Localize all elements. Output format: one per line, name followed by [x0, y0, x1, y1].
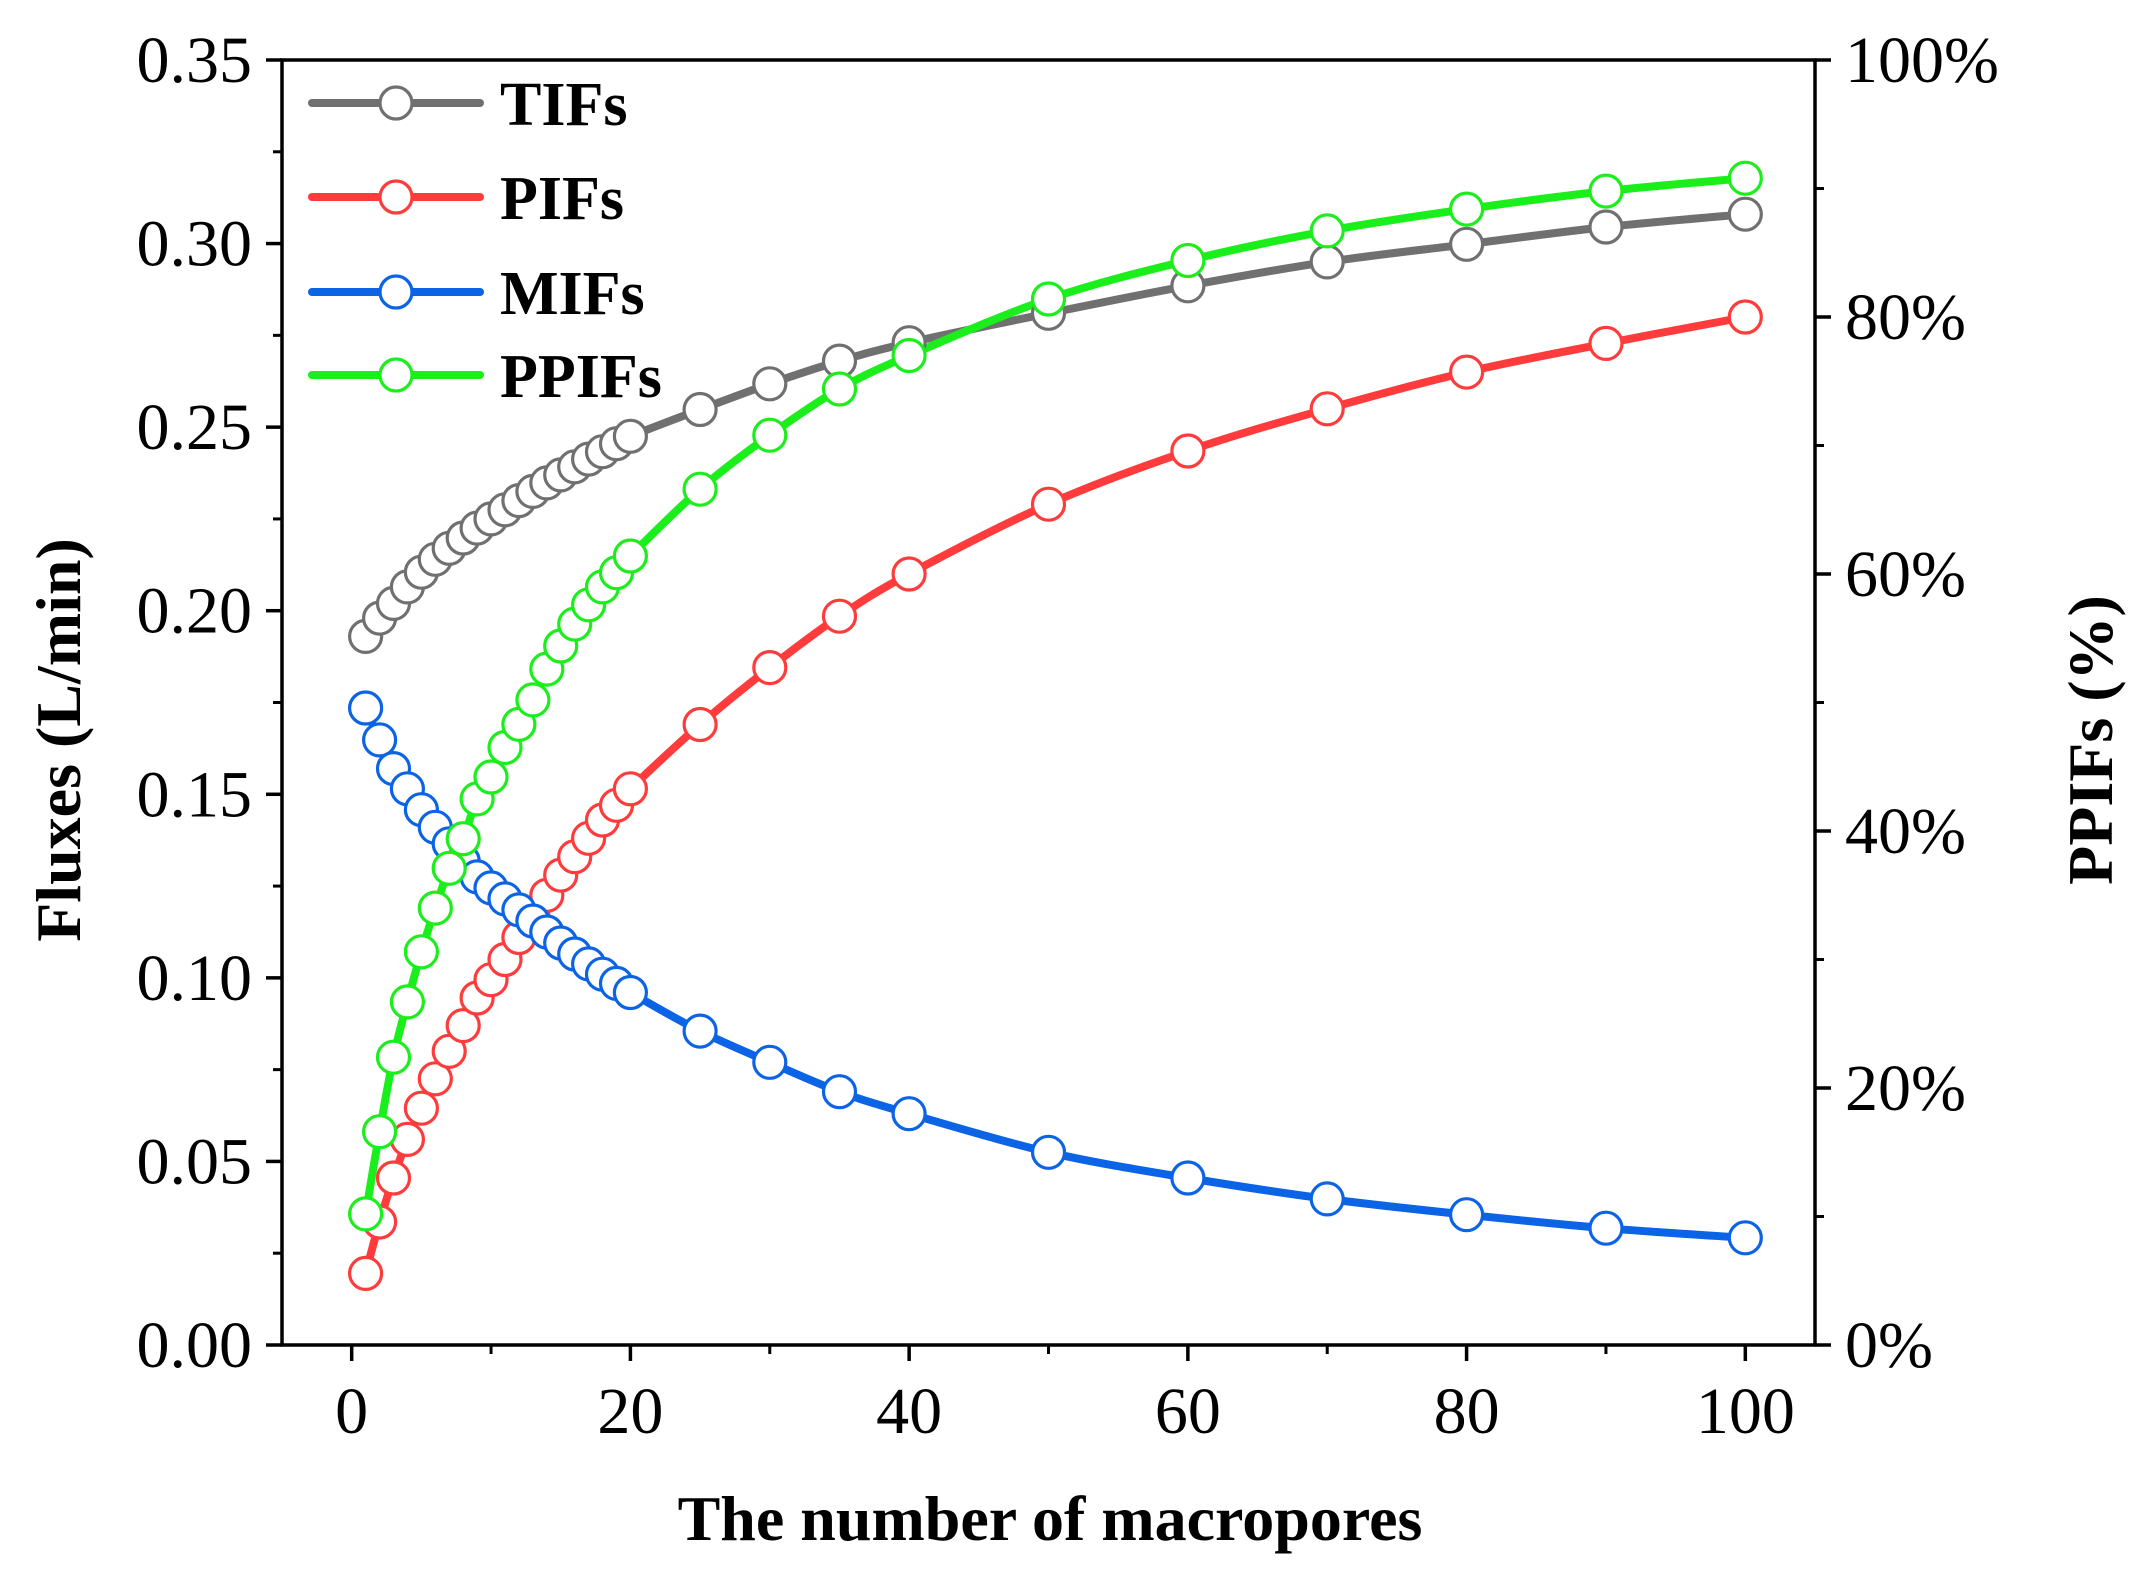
legend-label-pifs: PIFs [500, 165, 624, 233]
data-point-ppifs [752, 417, 788, 453]
data-point-mifs [362, 722, 398, 758]
y-tick-label: 0.00 [137, 1309, 253, 1382]
data-point-mifs [682, 1013, 718, 1049]
data-point-pifs [1588, 325, 1624, 361]
data-point-pifs [375, 1160, 412, 1196]
data-point-ppifs [1448, 191, 1485, 227]
x-tick-label: 80 [1434, 1375, 1500, 1448]
data-point-pifs [1170, 433, 1206, 469]
data-point-ppifs [1309, 213, 1345, 249]
data-point-pifs [348, 1255, 384, 1292]
data-point-pifs [1448, 354, 1485, 390]
data-point-mifs [1588, 1210, 1624, 1246]
x-tick-label: 40 [876, 1375, 942, 1448]
data-point-ppifs [389, 984, 425, 1020]
data-point-ppifs [1170, 242, 1206, 279]
data-point-mifs [821, 1074, 858, 1110]
data-point-tifs [1309, 244, 1345, 280]
data-point-ppifs [431, 850, 467, 886]
legend-marker-mifs [378, 274, 414, 310]
y-tick-label: 0.05 [137, 1125, 253, 1198]
y2-tick-label: 80% [1845, 281, 1966, 354]
data-point-pifs [1030, 486, 1067, 522]
data-point-mifs [1170, 1160, 1206, 1196]
data-point-tifs [1448, 226, 1485, 262]
data-point-tifs [1727, 196, 1763, 232]
data-point-tifs [612, 418, 649, 454]
y2-tick-label: 0% [1845, 1309, 1933, 1382]
y-tick-label: 0.25 [137, 391, 253, 464]
data-point-ppifs [612, 538, 649, 574]
ticks-layer: 0 20 40 60 80 100 0.00 0.05 0.10 0.15 0.20 0.25 0.30… [137, 24, 1999, 1448]
x-axis-title: The number of macropores [678, 1483, 1423, 1554]
data-point-tifs [1588, 209, 1624, 245]
data-point-ppifs [473, 759, 509, 795]
series-layer [348, 160, 1763, 1292]
y-tick-label: 0.35 [137, 24, 253, 97]
y2-tick-label: 60% [1845, 538, 1966, 611]
legend-label-tifs: TIFs [500, 71, 627, 139]
data-point-pifs [821, 598, 858, 634]
legend-marker-ppifs [378, 357, 414, 393]
data-point-pifs [417, 1061, 453, 1097]
x-tick-label: 60 [1155, 1375, 1221, 1448]
legend-marker-pifs [378, 179, 414, 215]
y2-tick-label: 100% [1845, 24, 1999, 97]
data-point-mifs [348, 690, 384, 726]
data-point-ppifs [417, 890, 453, 926]
data-point-pifs [403, 1090, 439, 1126]
data-point-ppifs [821, 371, 858, 407]
x-tick-label: 0 [335, 1375, 368, 1448]
data-point-mifs [752, 1044, 788, 1080]
data-point-pifs [752, 649, 788, 686]
data-point-mifs [891, 1096, 927, 1132]
y2-tick-label: 20% [1845, 1052, 1966, 1125]
data-point-mifs [1727, 1220, 1763, 1256]
data-point-mifs [1448, 1197, 1485, 1233]
data-point-pifs [445, 1007, 481, 1044]
data-point-ppifs [1588, 173, 1624, 209]
legend-label-ppifs: PPIFs [500, 343, 662, 411]
data-point-pifs [1309, 391, 1345, 427]
data-point-mifs [612, 974, 649, 1011]
data-point-tifs [682, 391, 718, 428]
legend-label-mifs: MIFs [500, 260, 645, 328]
data-point-mifs [1030, 1134, 1067, 1170]
data-point-mifs [1309, 1181, 1345, 1217]
data-point-ppifs [445, 821, 481, 857]
data-point-ppifs [1727, 160, 1763, 196]
y-tick-label: 0.30 [137, 208, 253, 281]
x-tick-label: 100 [1696, 1375, 1795, 1448]
data-point-ppifs [403, 934, 439, 970]
data-point-pifs [682, 706, 718, 743]
legend: TIFs PIFs MIFs PPIFs [308, 71, 662, 411]
y-tick-label: 0.15 [137, 758, 253, 831]
data-point-pifs [891, 556, 927, 592]
y-axis-title: Fluxes (L/min) [23, 538, 94, 942]
data-point-ppifs [348, 1196, 384, 1232]
data-point-ppifs [362, 1114, 398, 1150]
data-point-pifs [1727, 299, 1763, 335]
legend-marker-tifs [378, 85, 414, 121]
data-point-tifs [752, 366, 788, 402]
data-point-ppifs [682, 471, 718, 507]
y-tick-label: 0.20 [137, 575, 253, 648]
data-point-ppifs [515, 682, 551, 718]
y2-axis-title: PPIFs (%) [2055, 595, 2126, 885]
data-point-ppifs [375, 1039, 412, 1075]
data-point-ppifs [1030, 281, 1067, 317]
y2-tick-label: 40% [1845, 795, 1966, 868]
y-tick-label: 0.10 [137, 942, 253, 1015]
x-tick-label: 20 [597, 1375, 663, 1448]
data-point-pifs [612, 771, 649, 807]
data-point-ppifs [891, 337, 927, 374]
